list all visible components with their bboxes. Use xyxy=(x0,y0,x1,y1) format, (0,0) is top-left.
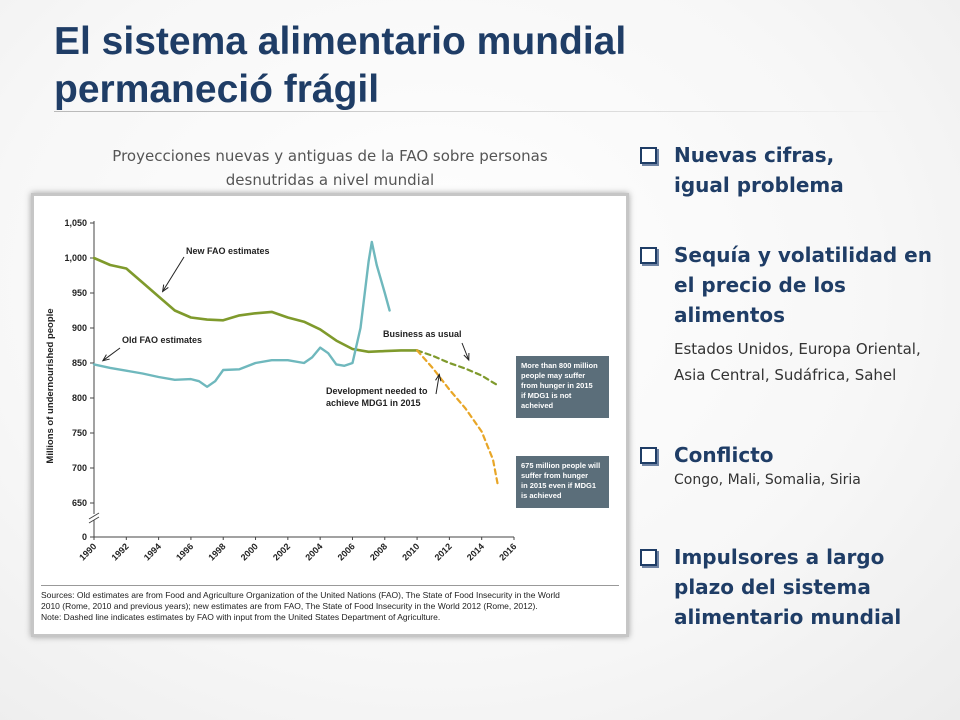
y-tick-label: 0 xyxy=(82,532,87,542)
sources-line-1: Sources: Old estimates are from Food and… xyxy=(41,590,560,600)
annotation-mdg-label-line-2: achieve MDG1 in 2015 xyxy=(326,398,421,408)
bullet-heading: el precio de los xyxy=(674,273,846,297)
annotation-mdg-arrowhead xyxy=(435,373,442,382)
y-tick-label: 900 xyxy=(72,323,87,333)
bullet-detail: Congo, Mali, Somalia, Siria xyxy=(674,472,861,488)
annotation-new-arrowhead xyxy=(161,284,169,293)
annotation-mdg-label-line-1: Development needed to xyxy=(326,386,428,396)
x-tick-label: 1990 xyxy=(77,541,98,562)
annotation-bau-label: Business as usual xyxy=(383,329,462,339)
x-tick-label: 1994 xyxy=(142,541,163,562)
title-divider xyxy=(54,111,904,112)
x-tick-label: 2006 xyxy=(336,541,357,562)
chart-frame: 1,050 1,000 950 900 850 800 750 700 650 0 Millions… xyxy=(31,193,629,637)
callout-achieved-line: 675 million people will xyxy=(521,461,600,470)
x-tick-label: 1992 xyxy=(109,541,130,562)
x-tick-label: 1998 xyxy=(206,541,227,562)
bullet-heading: igual problema xyxy=(674,173,844,197)
title-line-1: El sistema alimentario mundial xyxy=(54,20,627,63)
square-checkbox-icon xyxy=(640,247,657,264)
bullet-heading: plazo del sistema xyxy=(674,575,871,599)
callout-achieved-line: in 2015 even if MDG1 xyxy=(521,481,596,490)
slide-title: El sistema alimentario mundial permaneci… xyxy=(54,18,914,114)
y-tick-label: 950 xyxy=(72,288,87,298)
bullet-detail: Estados Unidos, Europa Oriental, xyxy=(674,340,921,358)
callout-achieved-box xyxy=(516,456,609,508)
x-tick-label: 1996 xyxy=(174,541,195,562)
sources-line-2: 2010 (Rome, 2010 and previous years); ne… xyxy=(41,601,538,611)
x-tick-label: 2008 xyxy=(368,541,389,562)
square-checkbox-icon xyxy=(640,447,657,464)
annotation-new-label: New FAO estimates xyxy=(186,246,270,256)
axis-break-mark xyxy=(88,512,100,524)
y-tick-label: 750 xyxy=(72,428,87,438)
sources-divider xyxy=(41,585,619,586)
callout-achieved-line: is achieved xyxy=(521,491,562,500)
series-bau-line xyxy=(416,349,499,387)
chart-caption: Proyecciones nuevas y antiguas de la FAO… xyxy=(70,144,590,192)
y-tick-label: 650 xyxy=(72,498,87,508)
series-new-line xyxy=(92,256,419,354)
x-tick-label: 2000 xyxy=(239,541,260,562)
bullet-detail: Asia Central, Sudáfrica, Sahel xyxy=(674,366,897,384)
bullet-item: Sequía y volatilidad en el precio de los a… xyxy=(636,240,960,388)
y-axis-title: Millions of undernourished people xyxy=(45,308,56,463)
bullet-heading: Nuevas cifras, xyxy=(674,143,835,167)
series-old-line xyxy=(92,240,391,388)
bullet-item: Nuevas cifras, igual problema xyxy=(636,140,960,200)
annotation-new-pointer xyxy=(162,256,185,292)
annotation-bau-arrowhead xyxy=(463,352,470,362)
square-checkbox-icon xyxy=(640,147,657,164)
y-tick-label: 850 xyxy=(72,358,87,368)
bullet-heading: Impulsores a largo xyxy=(674,545,885,569)
title-line-2: permaneció frágil xyxy=(54,68,380,111)
bullet-heading: Sequía y volatilidad en xyxy=(674,243,932,267)
series-mdg-line xyxy=(416,349,499,486)
callout-not-achieved-box xyxy=(516,356,609,418)
x-tick-label: 2016 xyxy=(497,541,518,562)
callout-achieved-line: suffer from hunger xyxy=(521,471,588,480)
x-tick-label: 2012 xyxy=(433,541,454,562)
x-tick-label: 2010 xyxy=(400,541,421,562)
bullet-item: Conflicto Congo, Mali, Somalia, Siria xyxy=(636,440,960,490)
y-tick-label: 1,050 xyxy=(64,218,87,228)
callout-not-achieved-line: acheived xyxy=(521,401,554,410)
annotation-bau-pointer xyxy=(461,342,470,361)
callout-not-achieved-line: people may suffer xyxy=(521,371,585,380)
annotation-old-pointer xyxy=(102,347,121,362)
callout-not-achieved-line: if MDG1 is not xyxy=(521,391,572,400)
callout-not-achieved-line: More than 800 million xyxy=(521,361,598,370)
y-tick-label: 1,000 xyxy=(64,253,87,263)
bullet-item: Impulsores a largo plazo del sistema alime… xyxy=(636,542,960,632)
square-checkbox-icon xyxy=(640,549,657,566)
x-tick-label: 2002 xyxy=(271,541,292,562)
x-tick-label: 2004 xyxy=(303,541,324,562)
bullet-heading: alimentario mundial xyxy=(674,605,902,629)
bullet-heading: alimentos xyxy=(674,303,786,327)
y-tick-label: 800 xyxy=(72,393,87,403)
undernourished-chart: 1,050 1,000 950 900 850 800 750 700 650 0 Millions… xyxy=(45,218,609,563)
x-tick-label: 2014 xyxy=(465,541,486,562)
callout-not-achieved-line: from hunger in 2015 xyxy=(521,381,593,390)
annotation-old-label: Old FAO estimates xyxy=(122,335,202,345)
chart-caption-line-1: Proyecciones nuevas y antiguas de la FAO… xyxy=(112,147,548,165)
sources-line-3: Note: Dashed line indicates estimates by… xyxy=(41,612,441,622)
annotation-mdg-pointer xyxy=(435,374,440,395)
y-tick-label: 700 xyxy=(72,463,87,473)
chart-caption-line-2: desnutridas a nivel mundial xyxy=(225,171,435,189)
annotation-old-arrowhead xyxy=(101,354,110,362)
bullet-heading: Conflicto xyxy=(674,443,774,467)
chart-sources: Sources: Old estimates are from Food and… xyxy=(41,590,621,623)
